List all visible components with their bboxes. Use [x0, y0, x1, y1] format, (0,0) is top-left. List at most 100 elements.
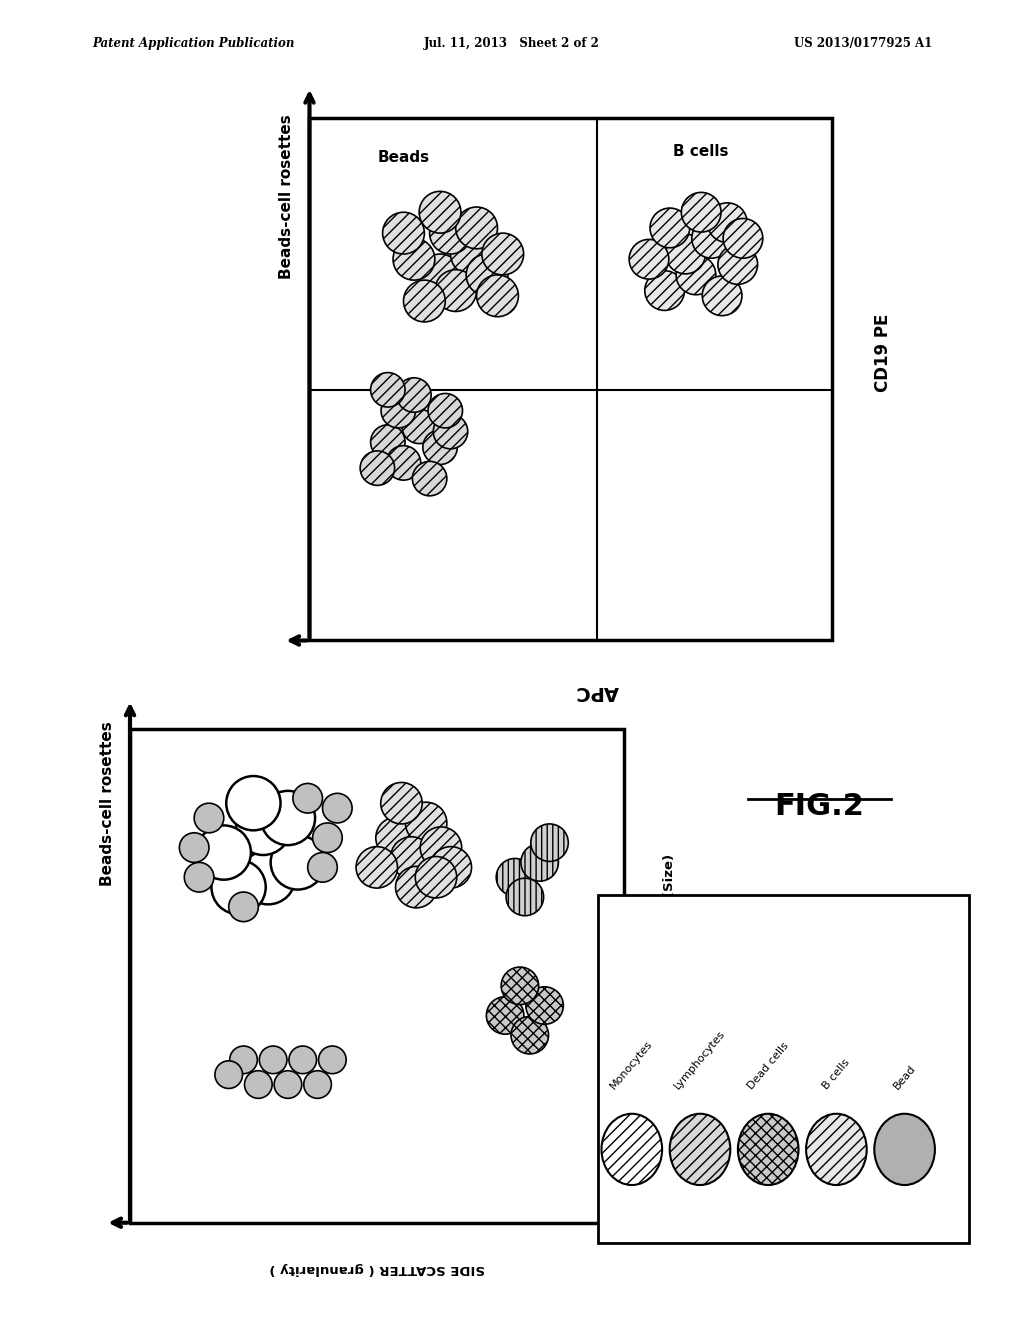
- Circle shape: [256, 821, 310, 875]
- Circle shape: [318, 1045, 346, 1073]
- Circle shape: [312, 822, 342, 853]
- Circle shape: [289, 1045, 316, 1073]
- Circle shape: [211, 859, 266, 915]
- Text: Monocytes: Monocytes: [608, 1039, 655, 1092]
- Circle shape: [482, 234, 523, 275]
- Bar: [130, 729, 624, 1222]
- Circle shape: [476, 275, 518, 317]
- Circle shape: [179, 833, 209, 862]
- Circle shape: [501, 968, 539, 1005]
- Circle shape: [304, 1071, 332, 1098]
- Circle shape: [420, 826, 462, 869]
- Circle shape: [670, 1114, 730, 1185]
- Text: Bead: Bead: [892, 1063, 918, 1092]
- Circle shape: [395, 866, 437, 908]
- Circle shape: [530, 824, 568, 862]
- Circle shape: [184, 862, 214, 892]
- Circle shape: [681, 193, 721, 232]
- Circle shape: [676, 255, 716, 294]
- Circle shape: [466, 253, 508, 296]
- Circle shape: [228, 892, 258, 921]
- Circle shape: [226, 841, 281, 895]
- Circle shape: [419, 253, 461, 296]
- Circle shape: [396, 378, 431, 412]
- Text: APC: APC: [574, 682, 618, 701]
- Text: FORWARD SCATTER (Size): FORWARD SCATTER (Size): [664, 854, 676, 1049]
- Circle shape: [692, 219, 731, 259]
- Circle shape: [371, 372, 406, 407]
- Text: Jul. 11, 2013   Sheet 2 of 2: Jul. 11, 2013 Sheet 2 of 2: [424, 37, 600, 50]
- Circle shape: [270, 836, 325, 890]
- Circle shape: [360, 451, 394, 486]
- Circle shape: [381, 393, 416, 428]
- Circle shape: [806, 1114, 866, 1185]
- Circle shape: [718, 244, 758, 284]
- Circle shape: [381, 783, 422, 824]
- Circle shape: [371, 425, 406, 459]
- Text: Dead cells: Dead cells: [745, 1040, 791, 1092]
- Circle shape: [390, 837, 432, 878]
- Circle shape: [506, 878, 544, 916]
- Circle shape: [428, 393, 463, 428]
- Text: Lymphocytes: Lymphocytes: [673, 1028, 727, 1092]
- Circle shape: [738, 1114, 799, 1185]
- Text: SIDE SCATTER ( granularity ): SIDE SCATTER ( granularity ): [269, 1262, 484, 1275]
- Circle shape: [486, 997, 524, 1034]
- Circle shape: [511, 1016, 549, 1053]
- Circle shape: [708, 203, 748, 243]
- Text: Patent Application Publication: Patent Application Publication: [92, 37, 295, 50]
- Circle shape: [419, 191, 461, 234]
- Circle shape: [666, 234, 706, 273]
- Circle shape: [356, 846, 397, 888]
- Text: Beads-cell rosettes: Beads-cell rosettes: [279, 115, 294, 279]
- Circle shape: [215, 1061, 243, 1089]
- Circle shape: [451, 234, 493, 275]
- Circle shape: [229, 1045, 257, 1073]
- Circle shape: [402, 409, 436, 444]
- Circle shape: [293, 784, 323, 813]
- Text: CD19 PE: CD19 PE: [873, 314, 892, 392]
- Circle shape: [874, 1114, 935, 1185]
- Circle shape: [259, 1045, 287, 1073]
- Circle shape: [393, 239, 435, 280]
- Circle shape: [601, 1114, 663, 1185]
- Circle shape: [433, 414, 468, 449]
- Circle shape: [386, 446, 421, 480]
- Text: Beads-cell rosettes: Beads-cell rosettes: [100, 721, 115, 886]
- Circle shape: [237, 801, 291, 855]
- Circle shape: [723, 219, 763, 259]
- Circle shape: [403, 280, 445, 322]
- Circle shape: [629, 239, 669, 279]
- Text: Beads: Beads: [378, 149, 429, 165]
- Circle shape: [413, 462, 446, 496]
- Circle shape: [197, 825, 251, 879]
- Circle shape: [497, 858, 534, 896]
- Circle shape: [406, 803, 446, 843]
- Circle shape: [241, 850, 295, 904]
- Circle shape: [435, 269, 476, 312]
- Circle shape: [430, 846, 471, 888]
- Text: US 2013/0177925 A1: US 2013/0177925 A1: [794, 37, 932, 50]
- Circle shape: [416, 857, 457, 898]
- Circle shape: [307, 853, 337, 882]
- Circle shape: [383, 213, 424, 253]
- Circle shape: [376, 817, 417, 858]
- Circle shape: [521, 843, 558, 882]
- Bar: [309, 119, 831, 640]
- Circle shape: [323, 793, 352, 822]
- Circle shape: [650, 209, 690, 248]
- Circle shape: [274, 1071, 302, 1098]
- Circle shape: [261, 791, 315, 845]
- Circle shape: [526, 987, 563, 1024]
- Circle shape: [430, 213, 471, 253]
- Circle shape: [226, 776, 281, 830]
- Circle shape: [702, 276, 742, 315]
- Circle shape: [645, 271, 684, 310]
- Circle shape: [423, 430, 458, 465]
- Text: B cells: B cells: [674, 144, 729, 160]
- Circle shape: [195, 803, 224, 833]
- Text: B cells: B cells: [821, 1057, 852, 1092]
- Circle shape: [245, 1071, 272, 1098]
- Text: FIG.2: FIG.2: [774, 792, 864, 821]
- Circle shape: [456, 207, 498, 248]
